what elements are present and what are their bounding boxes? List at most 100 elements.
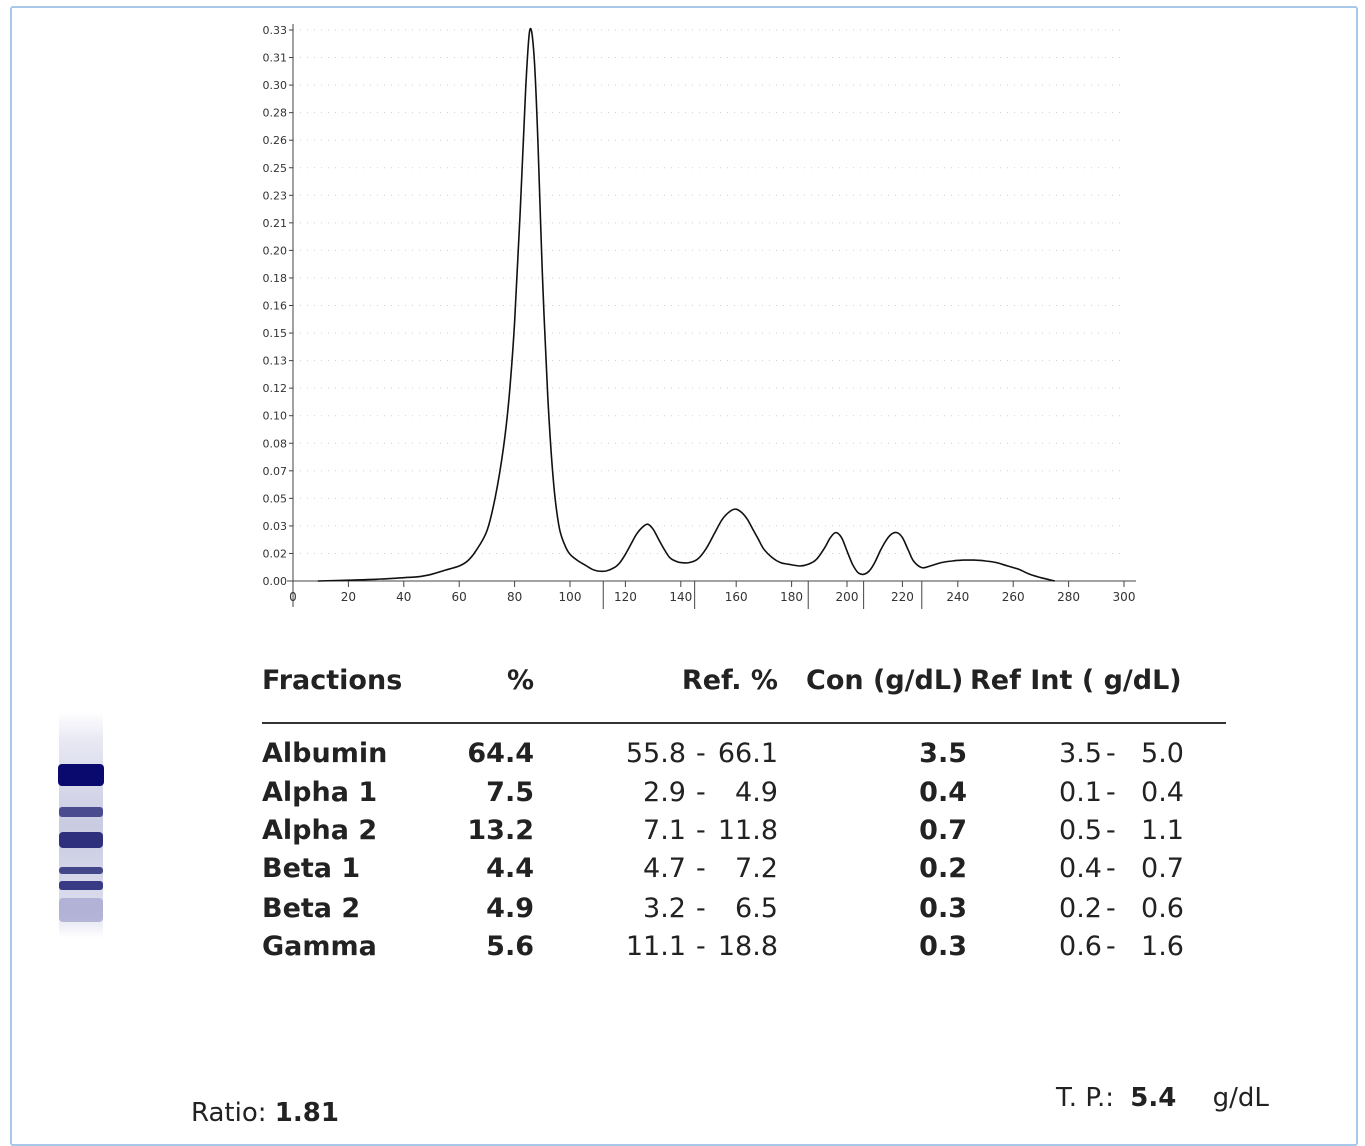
fraction-boundaries [602,581,923,609]
y-tick-label: 0.30 [263,79,288,92]
y-tick-label: 0.03 [263,520,288,533]
gel-band-alpha1 [59,807,103,817]
y-tick-label: 0.08 [263,437,288,450]
ref-percent-high: 6.5 [735,893,778,924]
header-percent: % [506,665,534,696]
x-tick-label: 300 [1113,590,1136,604]
y-tick-label: 0.16 [263,300,288,313]
x-tick-label: 20 [341,590,356,604]
y-tick-label: 0.12 [263,382,288,395]
x-tick-label: 180 [780,590,803,604]
ref-int-dash: - [1106,893,1116,924]
y-tick-labels: 0.00 0.02 0.03 0.05 0.07 0.08 0.10 0.12 0.13 0.15… [263,24,288,588]
y-tick-label: 0.18 [263,272,288,285]
x-tick-label: 200 [836,590,859,604]
ref-int-dash: - [1106,853,1116,884]
y-tick-label: 0.21 [263,217,288,230]
con-value: 0.3 [919,893,967,924]
fraction-name: Albumin [262,738,388,769]
ref-percent-high: 18.8 [717,931,778,962]
fraction-percent: 4.9 [486,893,534,924]
tp-value: 5.4 [1130,1083,1177,1113]
y-tick-label: 0.33 [263,24,288,37]
electrophoresis-chart: 0.00 0.02 0.03 0.05 0.07 0.08 0.10 0.12 0.13 0.15… [263,24,1136,609]
ref-percent-dash: - [696,931,706,962]
x-tick-label: 100 [559,590,582,604]
y-tick-label: 0.05 [263,492,288,505]
table-row: Gamma 5.6 11.1 - 18.8 0.3 0.6 - 1.6 [262,931,1226,969]
con-value: 3.5 [919,738,967,769]
fraction-name: Beta 2 [262,893,361,924]
ratio-value: 1.81 [274,1098,339,1128]
header-ref-percent: Ref. % [681,665,778,696]
table-row: Beta 1 4.4 4.7 - 7.2 0.2 0.4 - 0.7 [262,853,1226,891]
ref-percent-low: 7.1 [643,815,686,846]
ref-int-high: 0.4 [1141,777,1184,808]
ratio-label: Ratio: [191,1098,267,1128]
x-tick-label: 160 [725,590,748,604]
ref-int-low: 0.5 [1059,815,1102,846]
header-fractions: Fractions [262,665,403,696]
ref-percent-high: 66.1 [717,738,778,769]
ref-percent-dash: - [696,893,706,924]
x-tick-label: 40 [396,590,411,604]
ref-percent-dash: - [696,815,706,846]
ref-int-low: 0.6 [1059,931,1102,962]
fraction-percent: 7.5 [486,777,534,808]
ref-percent-high: 4.9 [735,777,778,808]
y-tick-label: 0.07 [263,465,288,478]
table-row: Beta 2 4.9 3.2 - 6.5 0.3 0.2 - 0.6 [262,893,1226,931]
y-tick-label: 0.31 [263,52,288,65]
tp-label: T. P.: [1056,1083,1114,1113]
x-tick-label: 260 [1002,590,1025,604]
ref-int-high: 0.6 [1141,893,1184,924]
ref-int-high: 5.0 [1141,738,1184,769]
y-tick-label: 0.25 [263,162,288,175]
ref-int-high: 1.1 [1141,815,1184,846]
tp-unit: g/dL [1212,1083,1269,1113]
ref-int-dash: - [1106,815,1116,846]
fraction-name: Beta 1 [262,853,361,884]
con-value: 0.7 [919,815,967,846]
x-tick-label: 280 [1057,590,1080,604]
y-tick-label: 0.26 [263,134,288,147]
table-row: Alpha 2 13.2 7.1 - 11.8 0.7 0.5 - 1.1 [262,815,1226,853]
gel-band-alpha2 [59,832,103,848]
ref-int-low: 3.5 [1059,738,1102,769]
gel-band-beta2 [59,881,103,890]
ref-percent-low: 11.1 [625,931,686,962]
ref-int-low: 0.1 [1059,777,1102,808]
y-tick-label: 0.28 [263,107,288,120]
con-value: 0.4 [919,777,967,808]
ref-int-low: 0.2 [1059,893,1102,924]
fraction-name: Alpha 2 [262,815,378,846]
ref-int-low: 0.4 [1059,853,1102,884]
header-rule [262,722,1226,724]
con-value: 0.3 [919,931,967,962]
table-row: Albumin 64.4 55.8 - 66.1 3.5 3.5 - 5.0 [262,738,1226,776]
ratio-readout: Ratio: 1.81 [191,1098,339,1128]
ref-int-dash: - [1106,931,1116,962]
ref-percent-dash: - [696,853,706,884]
ref-percent-low: 3.2 [643,893,686,924]
table-row: Alpha 1 7.5 2.9 - 4.9 0.4 0.1 - 0.4 [262,777,1226,815]
ref-int-high: 0.7 [1141,853,1184,884]
fraction-percent: 4.4 [486,853,534,884]
x-tick-label: 220 [891,590,914,604]
ref-percent-low: 2.9 [643,777,686,808]
fraction-name: Alpha 1 [262,777,378,808]
total-protein-readout: T. P.: 5.4 g/dL [1056,1083,1269,1113]
ref-int-high: 1.6 [1141,931,1184,962]
x-tick-labels: 0 20 40 60 80 100 120 140 160 180 200 220 240 260 280 3… [289,590,1135,604]
ref-percent-low: 4.7 [643,853,686,884]
ref-percent-dash: - [696,777,706,808]
y-tick-label: 0.20 [263,244,288,257]
con-value: 0.2 [919,853,967,884]
y-tick-label: 0.02 [263,547,288,560]
fraction-percent: 13.2 [467,815,534,846]
x-tick-label: 60 [452,590,467,604]
chart-grid [293,29,1124,554]
header-ref-int: Ref Int ( g/dL) [970,665,1182,696]
x-tick-label: 240 [946,590,969,604]
gel-band-gamma [59,898,103,922]
